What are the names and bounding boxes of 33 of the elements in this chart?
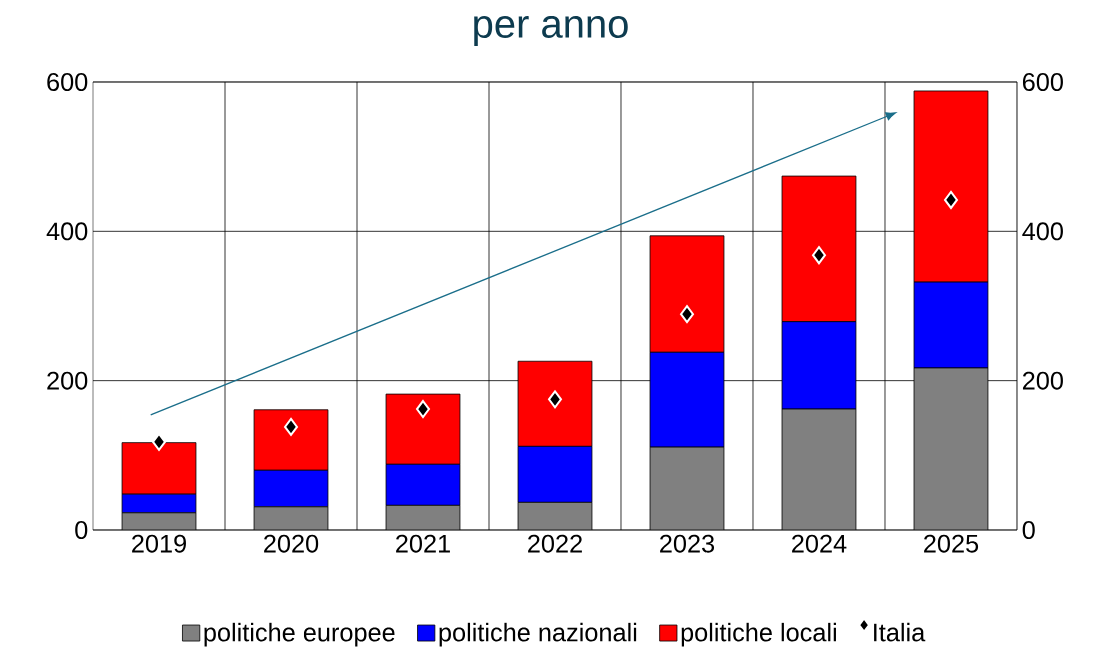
y-tick-label: 400 [46, 222, 88, 241]
point [811, 246, 826, 265]
y2-tick-label: 400 [1022, 222, 1063, 241]
x-tick-label: 2020 [264, 534, 319, 553]
y-tick-label: 600 [47, 73, 88, 91]
y2-tick-label: 600 [1022, 73, 1063, 91]
bar [649, 446, 725, 530]
point [416, 400, 430, 419]
point [548, 390, 562, 409]
x-tick-label: 2024 [792, 534, 847, 553]
x-tick-label: 2025 [924, 534, 979, 553]
point [943, 190, 958, 209]
bar [517, 501, 593, 530]
point [284, 417, 298, 436]
x-tick-label: 2019 [132, 534, 186, 553]
bar [781, 408, 857, 530]
y2-tick-label: 0 [1022, 521, 1035, 539]
x-tick-label: 2023 [660, 534, 715, 553]
legend-label: politiche nazionali [439, 622, 637, 647]
legend-label: politiche europee [204, 622, 395, 647]
chart-title: per anno [474, 16, 628, 46]
bar [913, 367, 989, 530]
y2-tick-label: 200 [1022, 371, 1063, 390]
x-tick-label: 2021 [396, 534, 450, 553]
y-tick-label: 200 [47, 371, 88, 390]
bar [121, 512, 197, 530]
point [680, 305, 694, 324]
legend-label: politiche locali [681, 622, 836, 647]
x-tick-label: 2022 [528, 534, 582, 553]
bar [385, 504, 461, 530]
y-tick-label: 0 [75, 521, 88, 539]
bar [253, 506, 329, 530]
legend-label: Italia [874, 622, 926, 642]
